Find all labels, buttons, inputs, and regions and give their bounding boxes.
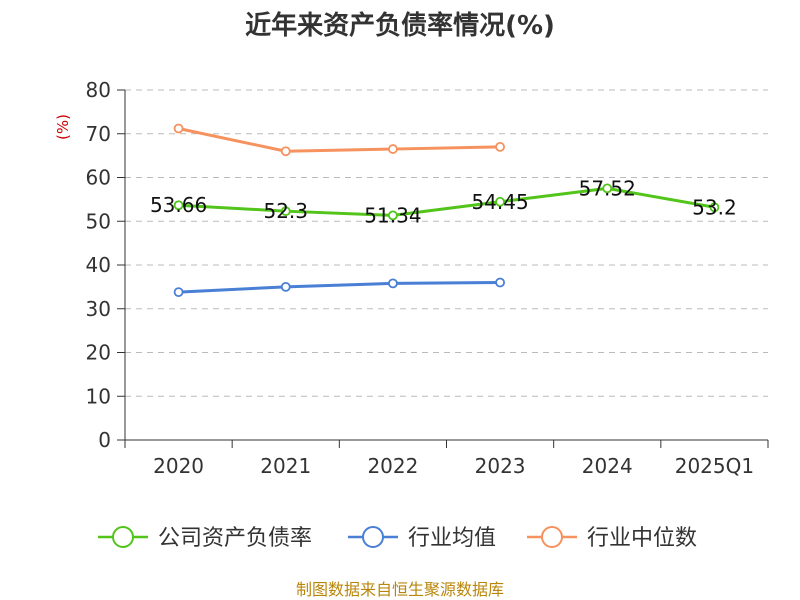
- y-tick-label: 50: [86, 209, 111, 233]
- data-point: [280, 281, 291, 292]
- axes: 0 10 20 30 40 50 60 70 80 2020 2021 2022 2023 2024 202…: [86, 78, 769, 478]
- series-line: [178, 127, 501, 153]
- legend-item: 行业中位数: [527, 526, 697, 551]
- legend-label: 行业均值: [408, 526, 496, 551]
- legend-marker: [112, 526, 134, 548]
- data-point: [173, 123, 184, 134]
- data-point: [173, 200, 184, 211]
- data-point: [388, 144, 398, 154]
- series-line: [178, 281, 501, 294]
- x-tick-label: 2024: [582, 454, 633, 478]
- data-point: [173, 287, 184, 298]
- x-tick-label: 2020: [153, 454, 204, 478]
- data-label: 54.45: [471, 190, 528, 214]
- grid-lines: [125, 89, 768, 397]
- chart-title: 近年来资产负债率情况(%): [245, 10, 555, 41]
- x-tick-label: 2022: [367, 454, 418, 478]
- data-label: 52.3: [263, 199, 308, 223]
- data-label: 53.66: [150, 193, 207, 217]
- legend-label: 行业中位数: [587, 526, 697, 551]
- series-layer: [173, 123, 720, 298]
- y-tick-label: 20: [86, 341, 111, 365]
- y-tick-label: 70: [86, 122, 111, 146]
- data-point: [495, 277, 505, 288]
- y-tick-label: 10: [86, 384, 111, 408]
- legend-item: 公司资产负债率: [98, 526, 312, 551]
- data-point: [709, 202, 720, 213]
- data-label: 57.52: [579, 176, 636, 200]
- series-line: [178, 186, 715, 217]
- legend-marker: [541, 526, 563, 548]
- data-point: [602, 183, 613, 194]
- y-tick-label: 30: [86, 297, 111, 321]
- legend: 公司资产负债率 行业均值 行业中位数: [98, 526, 697, 551]
- data-point: [495, 141, 505, 152]
- y-tick-label: 0: [98, 428, 111, 452]
- data-labels: 53.66 52.3 51.34 54.45 57.52 53.2: [150, 176, 737, 227]
- y-axis-label: (%): [54, 114, 72, 140]
- data-point: [280, 206, 291, 217]
- y-tick-label: 40: [86, 253, 111, 277]
- legend-item: 行业均值: [348, 526, 496, 551]
- data-point: [388, 210, 398, 221]
- source-note: 制图数据来自恒生聚源数据库: [296, 580, 504, 599]
- data-point: [495, 196, 505, 207]
- y-tick-label: 80: [86, 78, 111, 102]
- y-tick-label: 60: [86, 166, 111, 190]
- data-point: [280, 146, 291, 157]
- data-label: 53.2: [692, 195, 737, 219]
- x-tick-label: 2021: [260, 454, 311, 478]
- data-label: 51.34: [364, 203, 421, 227]
- legend-label: 公司资产负债率: [158, 526, 312, 551]
- x-tick-label: 2025Q1: [675, 454, 754, 478]
- legend-marker: [362, 526, 384, 548]
- x-tick-label: 2023: [475, 454, 526, 478]
- data-point: [388, 278, 398, 289]
